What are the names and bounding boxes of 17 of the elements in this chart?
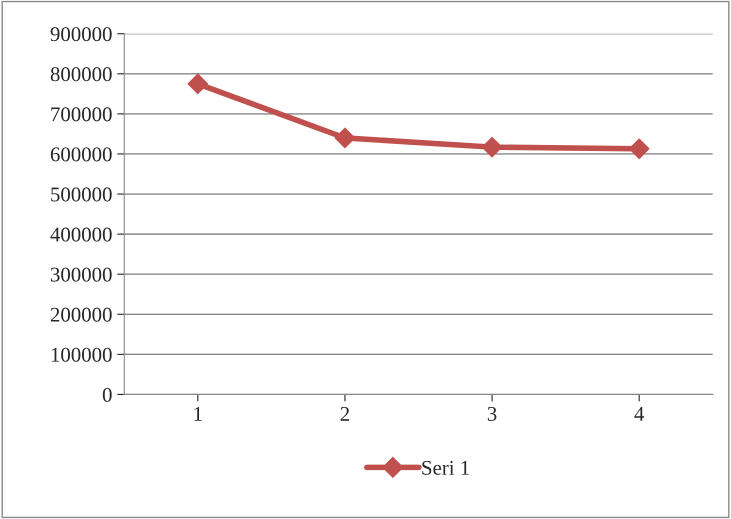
x-tick-label: 1 — [194, 406, 202, 421]
y-tick-label: 500000 — [51, 187, 112, 202]
y-tick-label: 600000 — [50, 147, 112, 162]
y-tick-label: 700000 — [51, 107, 112, 122]
point — [334, 128, 356, 148]
x-tick-label: 4 — [634, 406, 644, 421]
y-tick-label: 0 — [102, 388, 112, 402]
point — [187, 73, 208, 94]
y-tick-label: 800000 — [50, 67, 112, 82]
y-tick-label: 300000 — [50, 268, 112, 282]
y-tick-label: 400000 — [50, 228, 112, 242]
y-tick-label: 200000 — [50, 308, 112, 322]
y-tick-label: 900000 — [50, 27, 112, 42]
y-tick-label: 100000 — [52, 348, 112, 362]
x-tick-label: 2 — [340, 406, 349, 421]
x-tick-label: 3 — [488, 406, 496, 421]
legend-label: Seri 1 — [422, 460, 469, 475]
